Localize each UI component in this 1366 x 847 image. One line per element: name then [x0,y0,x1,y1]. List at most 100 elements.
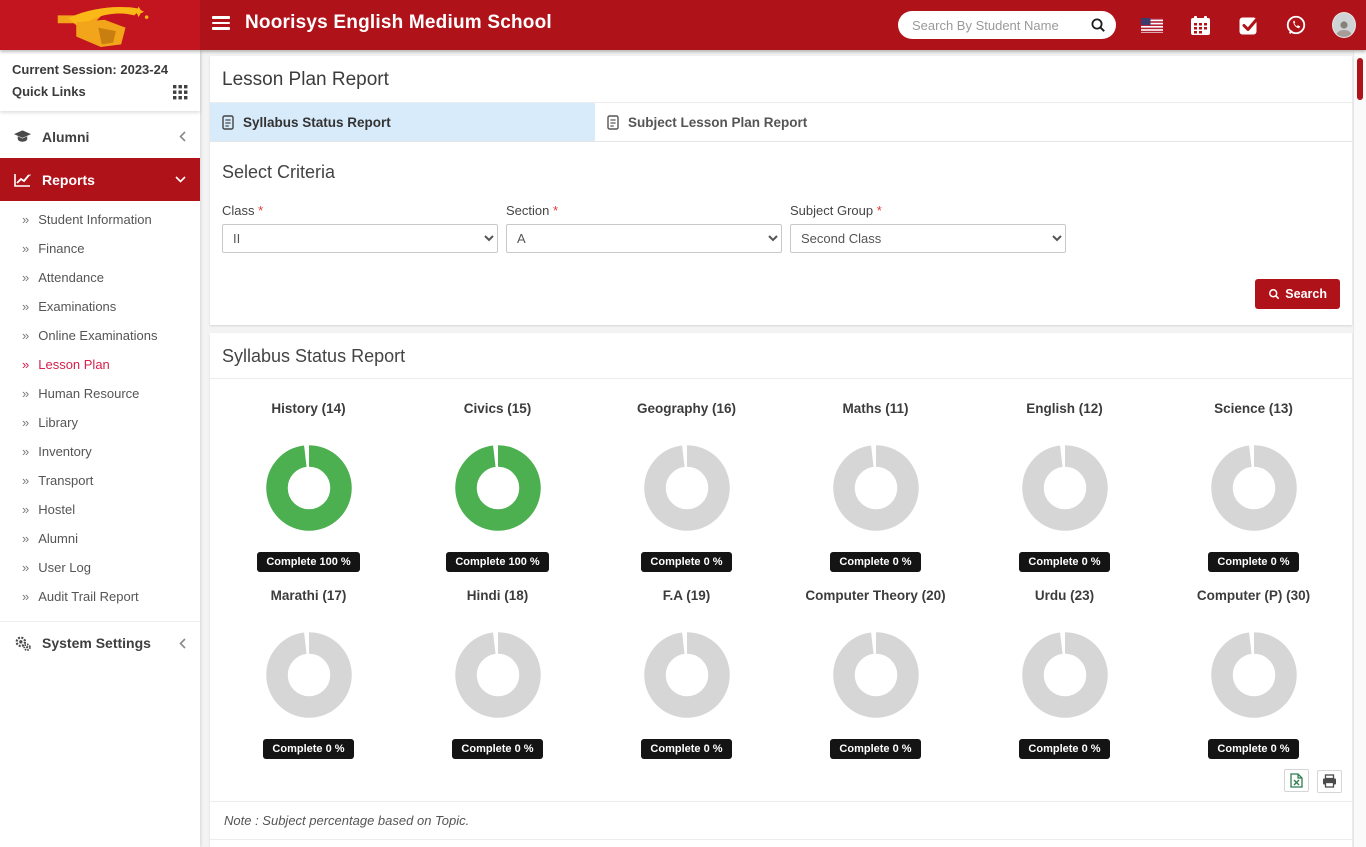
subject-name: Urdu (23) [970,588,1159,603]
school-logo[interactable] [0,0,200,50]
task-check-icon[interactable] [1236,13,1260,37]
sidebar-subitem-label: Attendance [38,270,104,285]
required-asterisk: * [877,203,882,218]
subject-chart-cell: Urdu (23) Complete 0 % [970,572,1159,759]
syllabus-status-report-heading: Syllabus Status Report [210,333,1352,379]
double-chevron-icon: » [22,473,29,488]
search-icon[interactable] [1090,17,1106,33]
double-chevron-icon: » [22,299,29,314]
sidebar-subitem[interactable]: » Audit Trail Report [0,582,200,611]
sidebar-subitem-label: Lesson Plan [38,357,110,372]
subject-chart-cell: F.A (19) Complete 0 % [592,572,781,759]
field-select[interactable]: Second Class [790,224,1066,253]
tab-syllabus-status-report[interactable]: Syllabus Status Report [210,103,595,141]
sidebar-subitem-label: Online Examinations [38,328,157,343]
sidebar-subitem-label: Human Resource [38,386,139,401]
sidebar-subitem[interactable]: » Student Information [0,205,200,234]
chart-line-icon [14,173,31,187]
donut-chart [1204,438,1304,538]
donut-chart [1015,625,1115,725]
report-tabs: Syllabus Status Report Subject Lesson Pl… [210,103,1352,142]
subject-chart-cell: Maths (11) Complete 0 % [781,385,970,572]
search-button[interactable]: Search [1255,279,1340,309]
sidebar-subitem[interactable]: » Transport [0,466,200,495]
sidebar-subitem-label: Student Information [38,212,151,227]
criteria-fields: Class * II Section * A Subject Group * S… [222,203,1340,253]
subject-name: English (12) [970,401,1159,416]
donut-chart [448,625,548,725]
sidebar-subitem[interactable]: » Examinations [0,292,200,321]
school-name-title: Noorisys English Medium School [245,12,552,34]
sidebar-subitem[interactable]: » Lesson Plan [0,350,200,379]
double-chevron-icon: » [22,270,29,285]
language-flag-icon[interactable] [1140,13,1164,37]
sidebar-item-alumni[interactable]: Alumni [0,115,200,158]
sidebar-subitem[interactable]: » Attendance [0,263,200,292]
student-search-input[interactable] [912,18,1090,33]
double-chevron-icon: » [22,212,29,227]
complete-percent-badge: Complete 0 % [1019,552,1109,572]
sidebar-subitem[interactable]: » Alumni [0,524,200,553]
chevron-left-icon [179,638,186,649]
subject-name: Computer Theory (20) [781,588,970,603]
subject-chart-cell: Civics (15) Complete 100 % [403,385,592,572]
print-button[interactable] [1317,770,1342,793]
tab-subject-lesson-plan-report[interactable]: Subject Lesson Plan Report [595,103,980,141]
whatsapp-icon[interactable] [1284,13,1308,37]
scrollbar-thumb[interactable] [1357,58,1363,100]
donut-chart [826,438,926,538]
sidebar-item-system-settings[interactable]: System Settings [0,621,200,664]
vertical-scrollbar[interactable] [1353,51,1366,847]
field-select[interactable]: II [222,224,498,253]
sidebar-subitem-label: Examinations [38,299,116,314]
donut-chart [826,625,926,725]
search-row: Search [222,279,1340,309]
menu-toggle-button[interactable] [212,16,230,32]
grid-icon [173,85,188,100]
double-chevron-icon: » [22,386,29,401]
double-chevron-icon: » [22,560,29,575]
current-session-label: Current Session: 2023-24 [12,59,188,81]
sidebar-subitem-label: Library [38,415,78,430]
sidebar-subitem[interactable]: » User Log [0,553,200,582]
complete-percent-badge: Complete 0 % [1019,739,1109,759]
double-chevron-icon: » [22,531,29,546]
sidebar-subitem[interactable]: » Inventory [0,437,200,466]
sidebar-subitem[interactable]: » Online Examinations [0,321,200,350]
sidebar-subitem[interactable]: » Hostel [0,495,200,524]
double-chevron-icon: » [22,328,29,343]
subject-chart-cell: History (14) Complete 100 % [214,385,403,572]
donut-chart [637,625,737,725]
sidebar-subitem[interactable]: » Library [0,408,200,437]
search-button-label: Search [1285,287,1327,301]
double-chevron-icon: » [22,502,29,517]
sidebar-item-label: Reports [42,172,164,188]
donut-chart [637,438,737,538]
subject-chart-cell: Marathi (17) Complete 0 % [214,572,403,759]
session-box: Current Session: 2023-24 Quick Links [0,50,200,111]
double-chevron-icon: » [22,415,29,430]
sidebar-subitem[interactable]: » Human Resource [0,379,200,408]
excel-export-button[interactable] [1284,769,1309,792]
sidebar: Current Session: 2023-24 Quick Links [0,50,200,847]
select-criteria-section: Select Criteria Class * II Section * A S… [210,142,1352,325]
double-chevron-icon: » [22,589,29,604]
complete-percent-badge: Complete 0 % [1208,739,1298,759]
gears-icon [14,636,31,651]
subject-name: Science (13) [1159,401,1348,416]
user-avatar[interactable] [1332,13,1356,37]
calendar-icon[interactable] [1188,13,1212,37]
excel-icon [1290,773,1303,788]
quick-links[interactable]: Quick Links [12,81,188,103]
donut-chart [448,438,548,538]
sidebar-subitem[interactable]: » Finance [0,234,200,263]
syllabus-status-report-card: Syllabus Status Report History (14) Comp… [210,333,1352,847]
subject-name: Maths (11) [781,401,970,416]
sidebar-item-reports[interactable]: Reports [0,158,200,201]
subject-chart-cell: Computer (P) (30) Complete 0 % [1159,572,1348,759]
sidebar-subitem-label: Finance [38,241,84,256]
main-content: Lesson Plan Report Syllabus Status Repor… [200,50,1352,847]
student-search [898,11,1116,39]
subject-chart-cell: Science (13) Complete 0 % [1159,385,1348,572]
field-select[interactable]: A [506,224,782,253]
